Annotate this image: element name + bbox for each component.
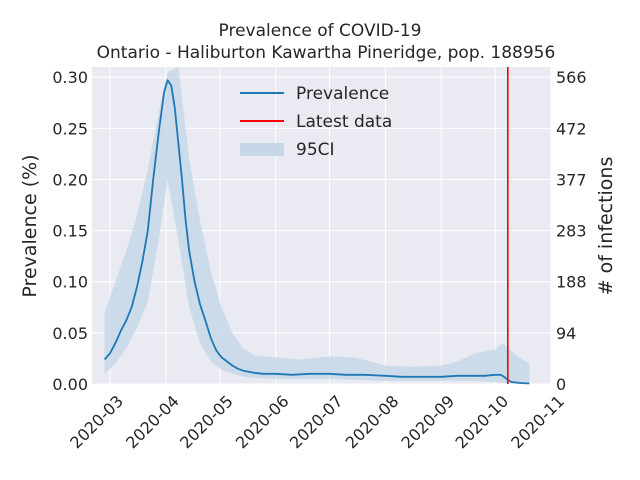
x-tick-label: 2020-08 bbox=[342, 392, 403, 453]
y2-tick-label: 377 bbox=[556, 170, 587, 189]
chart-subtitle: Ontario - Haliburton Kawartha Pineridge,… bbox=[97, 43, 556, 63]
y2-tick-label: 283 bbox=[556, 222, 587, 241]
y-tick-label: 0.05 bbox=[52, 324, 88, 343]
x-tick-label: 2020-11 bbox=[507, 392, 568, 453]
legend-label-latest: Latest data bbox=[296, 112, 392, 132]
prevalence-line-layer bbox=[103, 79, 530, 385]
x-tick-label: 2020-09 bbox=[397, 392, 458, 453]
ci-band-layer bbox=[104, 67, 530, 384]
legend-label-ci: 95CI bbox=[296, 140, 335, 160]
x-tick-label: 2020-06 bbox=[232, 392, 293, 453]
y-axis-ticks: 0.00 0.05 0.10 0.15 0.20 0.25 0.30 bbox=[52, 68, 88, 394]
ci-band bbox=[104, 67, 530, 384]
prevalence-line bbox=[103, 79, 530, 385]
y-tick-label: 0.10 bbox=[52, 273, 88, 292]
chart-title: Prevalence of COVID-19 bbox=[219, 21, 422, 41]
legend-label-prevalence: Prevalence bbox=[296, 84, 389, 104]
legend: Prevalence Latest data 95CI bbox=[240, 84, 392, 160]
x-tick-label: 2020-10 bbox=[451, 392, 512, 453]
y-tick-label: 0.00 bbox=[52, 375, 88, 394]
y2-axis-label: # of infections bbox=[595, 157, 617, 296]
x-tick-label: 2020-04 bbox=[122, 392, 183, 453]
x-tick-label: 2020-03 bbox=[66, 392, 127, 453]
x-tick-label: 2020-05 bbox=[176, 392, 237, 453]
y2-tick-label: 188 bbox=[556, 273, 587, 292]
y2-tick-label: 0 bbox=[556, 375, 566, 394]
x-tick-label: 2020-07 bbox=[286, 392, 347, 453]
y-tick-label: 0.30 bbox=[52, 68, 88, 87]
y-tick-label: 0.15 bbox=[52, 222, 88, 241]
y2-axis-ticks: 0 94 188 283 377 472 566 bbox=[556, 68, 587, 394]
y2-tick-label: 472 bbox=[556, 119, 587, 138]
y2-tick-label: 94 bbox=[556, 324, 576, 343]
y-tick-label: 0.25 bbox=[52, 119, 88, 138]
y-axis-label: Prevalence (%) bbox=[19, 154, 41, 297]
y-tick-label: 0.20 bbox=[52, 170, 88, 189]
x-axis-ticks: 2020-032020-042020-052020-062020-072020-… bbox=[66, 392, 568, 453]
y2-tick-label: 566 bbox=[556, 68, 587, 87]
legend-swatch-ci bbox=[240, 143, 284, 156]
